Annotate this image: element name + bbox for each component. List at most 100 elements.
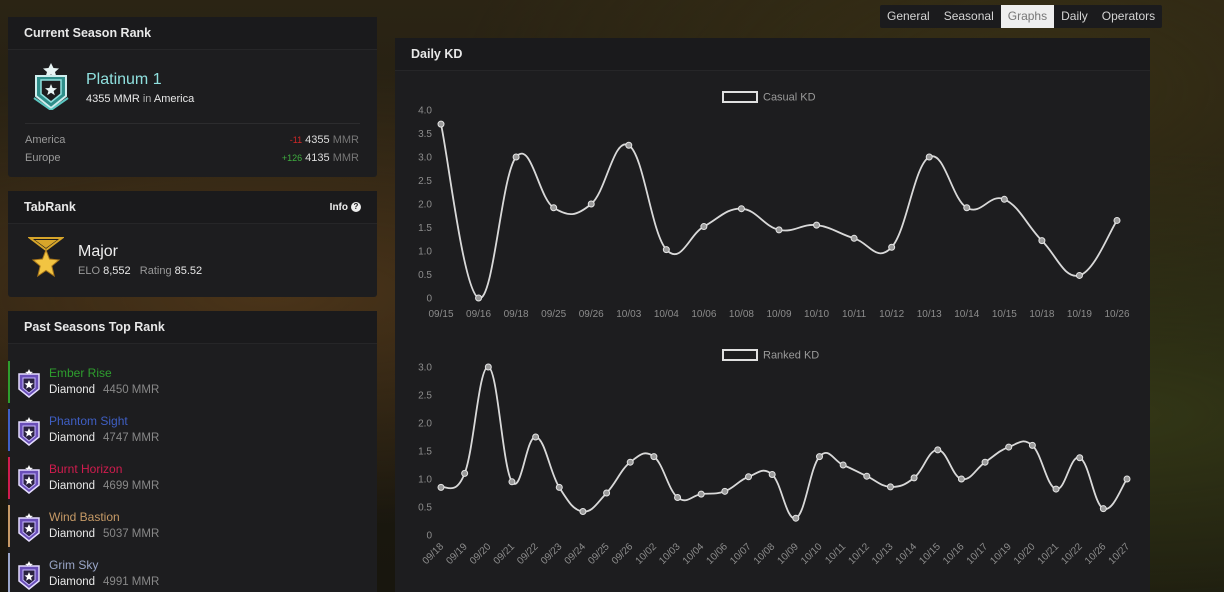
tab-general[interactable]: General xyxy=(887,9,930,23)
data-point xyxy=(737,205,745,213)
data-point xyxy=(1113,216,1121,224)
data-point xyxy=(603,489,611,497)
x-tick-label: 09/20 xyxy=(468,541,494,567)
data-point xyxy=(1028,441,1036,449)
x-tick-label: 09/25 xyxy=(586,541,612,567)
x-tick-label: 10/18 xyxy=(1029,309,1054,320)
legend-swatch xyxy=(722,91,758,103)
current-rank-mmr: 4355 MMR in America xyxy=(86,92,195,105)
major-rank-icon xyxy=(27,236,65,283)
data-point xyxy=(792,514,800,522)
x-tick-label: 10/03 xyxy=(657,541,683,567)
y-tick-label: 1.5 xyxy=(418,447,432,458)
y-tick-label: 0.5 xyxy=(418,270,432,281)
y-tick-label: 0 xyxy=(426,531,432,542)
diamond-rank-icon xyxy=(16,513,42,546)
x-tick-label: 10/06 xyxy=(691,309,716,320)
data-point xyxy=(1038,237,1046,245)
x-tick-label: 10/21 xyxy=(1036,541,1062,567)
x-tick-label: 09/16 xyxy=(466,309,491,320)
x-tick-label: 10/04 xyxy=(654,309,679,320)
data-point xyxy=(550,204,558,212)
tab-operators[interactable]: Operators xyxy=(1101,9,1156,23)
data-point xyxy=(813,221,821,229)
y-tick-label: 0.5 xyxy=(418,503,432,514)
y-tick-label: 3.0 xyxy=(418,363,432,374)
data-point xyxy=(910,474,918,482)
y-tick-label: 2.5 xyxy=(418,391,432,402)
data-point xyxy=(850,234,858,242)
info-button[interactable]: Info ? xyxy=(330,202,361,213)
current-season-panel: Current Season Rank Platinum 1 4355 MMR … xyxy=(8,17,377,177)
x-tick-label: 10/20 xyxy=(1012,541,1038,567)
tab-daily[interactable]: Daily xyxy=(1061,9,1088,23)
platinum-rank-icon xyxy=(30,62,72,113)
past-seasons-panel: Past Seasons Top Rank xyxy=(8,311,377,592)
data-point xyxy=(1005,443,1013,451)
tab-seasonal[interactable]: Seasonal xyxy=(943,9,994,23)
daily-kd-title: Daily KD xyxy=(395,38,1150,71)
x-tick-label: 09/18 xyxy=(504,309,529,320)
data-point xyxy=(721,487,729,495)
data-point xyxy=(981,458,989,466)
tab-graphs[interactable]: Graphs xyxy=(1000,5,1055,28)
x-tick-label: 10/09 xyxy=(766,309,791,320)
tabrank-name: Major xyxy=(78,242,119,260)
season-name: Wind Bastion xyxy=(49,510,120,524)
data-point xyxy=(437,483,445,491)
data-point xyxy=(674,493,682,501)
series-line xyxy=(440,366,1128,520)
season-item: Burnt Horizon Diamond 4699 MMR xyxy=(8,457,360,499)
season-item: Wind Bastion Diamond 5037 MMR xyxy=(8,505,360,547)
x-tick-label: 10/16 xyxy=(941,541,967,567)
series-line xyxy=(440,123,1118,299)
current-season-title: Current Season Rank xyxy=(8,17,377,50)
y-tick-label: 4.0 xyxy=(418,106,432,117)
legend-label: Casual KD xyxy=(763,92,816,104)
data-point xyxy=(532,433,540,441)
x-tick-label: 10/13 xyxy=(870,541,896,567)
x-tick-label: 09/26 xyxy=(579,309,604,320)
legend-label: Ranked KD xyxy=(763,350,819,362)
data-point xyxy=(484,363,492,371)
data-point xyxy=(934,446,942,454)
season-rank: Diamond 5037 MMR xyxy=(49,528,160,540)
tabrank-stats: ELO 8,552 Rating 85.52 xyxy=(78,264,203,277)
data-point xyxy=(461,469,469,477)
x-tick-label: 10/15 xyxy=(917,541,943,567)
data-point xyxy=(555,483,563,491)
diamond-rank-icon xyxy=(16,417,42,450)
x-tick-label: 10/26 xyxy=(1104,309,1129,320)
data-point xyxy=(1000,195,1008,203)
x-tick-label: 09/25 xyxy=(541,309,566,320)
past-seasons-title: Past Seasons Top Rank xyxy=(8,311,377,344)
data-point xyxy=(1076,454,1084,462)
x-tick-label: 10/04 xyxy=(681,541,707,567)
data-point xyxy=(815,453,823,461)
season-item: Phantom Sight Diamond 4747 MMR xyxy=(8,409,360,451)
x-tick-label: 10/02 xyxy=(634,541,660,567)
x-tick-label: 10/07 xyxy=(728,541,754,567)
season-rank: Diamond 4450 MMR xyxy=(49,384,160,396)
data-point xyxy=(1099,505,1107,513)
season-item: Ember Rise Diamond 4450 MMR xyxy=(8,361,360,403)
x-tick-label: 09/15 xyxy=(428,309,453,320)
x-tick-label: 10/08 xyxy=(752,541,778,567)
top-nav: General Seasonal Graphs Daily Operators xyxy=(880,5,1163,28)
season-color-bar xyxy=(8,505,10,547)
season-rank: Diamond 4699 MMR xyxy=(49,480,160,492)
x-tick-label: 10/10 xyxy=(799,541,825,567)
data-point xyxy=(925,153,933,161)
data-point xyxy=(957,475,965,483)
season-color-bar xyxy=(8,457,10,499)
data-point xyxy=(1075,271,1083,279)
y-tick-label: 2.0 xyxy=(418,200,432,211)
data-point xyxy=(745,473,753,481)
casual-kd-chart: Casual KD 4.0 3.5 3.0 2.5 2.0 1.5 1.0 0.5 0 09/15 0… xyxy=(418,91,1130,320)
data-point xyxy=(886,483,894,491)
x-tick-label: 10/13 xyxy=(917,309,942,320)
diamond-rank-icon xyxy=(16,369,42,402)
y-tick-label: 3.0 xyxy=(418,153,432,164)
x-tick-label: 09/21 xyxy=(492,541,518,567)
region-row-europe: Europe +126 4135 MMR xyxy=(25,152,359,164)
